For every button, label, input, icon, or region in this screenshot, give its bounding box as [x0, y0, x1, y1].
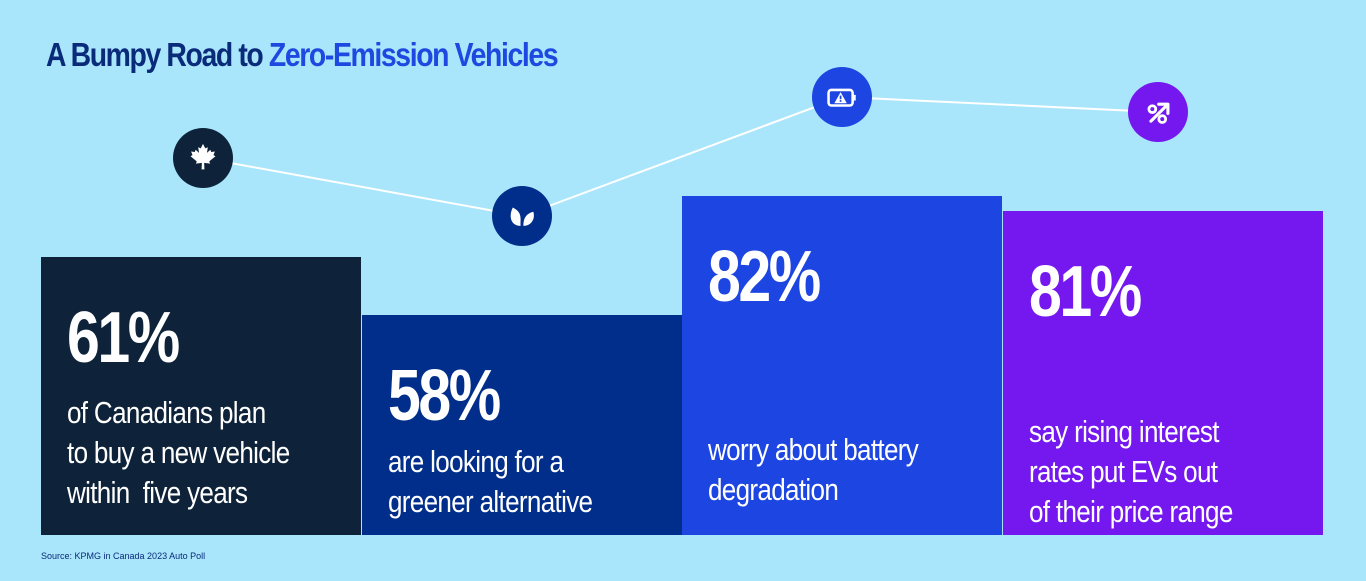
bar-description: say rising interest rates put EVs out of… — [1029, 414, 1233, 529]
chart-title-part1: A Bumpy Road to — [46, 36, 269, 73]
battery-warning-icon — [812, 67, 872, 127]
bar-2: 58% are looking for a greener alternative — [362, 315, 682, 535]
leaf-icon — [492, 186, 552, 246]
bar-value-label: 58% — [388, 356, 501, 436]
maple-leaf-icon — [173, 128, 233, 188]
bar-description: worry about battery degradation — [708, 432, 919, 507]
bar-description: of Canadians plan to buy a new vehicle w… — [67, 395, 290, 510]
percent-up-icon — [1128, 82, 1188, 142]
bar-value-label: 82% — [708, 237, 821, 317]
chart-title-part2: Zero-Emission Vehicles — [268, 36, 559, 73]
source-note: Source: KPMG in Canada 2023 Auto Poll — [41, 551, 206, 561]
bar-1: 61% of Canadians plan to buy a new vehicl… — [41, 257, 361, 535]
bar-description: are looking for a greener alternative — [388, 444, 593, 519]
bar-3: 82% worry about battery degradation — [682, 196, 1002, 535]
chart-title: A Bumpy Road to Zero-Emission Vehicles — [46, 36, 559, 74]
bar-value-label: 81% — [1029, 252, 1142, 332]
bar-4: 81% say rising interest rates put EVs out… — [1003, 211, 1323, 535]
bar-value-label: 61% — [67, 298, 180, 378]
